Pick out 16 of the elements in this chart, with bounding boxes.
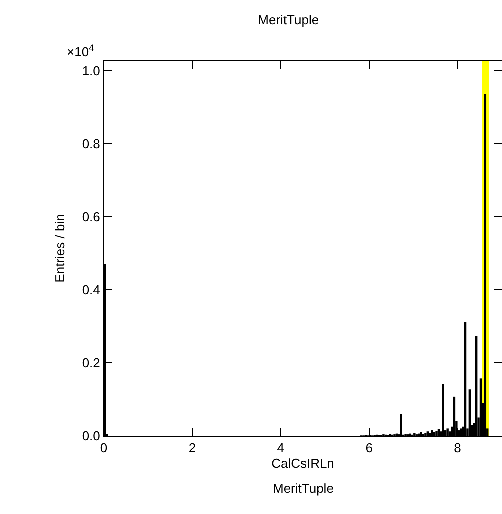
chart-title: MeritTuple [258, 12, 320, 28]
x-tick-label: 2 [188, 440, 196, 456]
text: ×10$^{4}$ [67, 43, 94, 60]
x-axis-title: CalCsIRLn [272, 456, 334, 472]
x-tick-label: 6 [366, 440, 373, 456]
y-tick-label: 1.0 [82, 63, 100, 78]
y-tick-label: 0.2 [82, 356, 100, 371]
y-tick-label: 0.0 [82, 428, 100, 444]
x-tick-label: 0 [100, 440, 108, 456]
y-axis-title: Entries / bin [52, 214, 68, 283]
text: MeritTuple [273, 481, 334, 496]
y-tick-label: 0.8 [82, 136, 100, 152]
y-tick-label: 0.6 [82, 209, 100, 224]
x-tick-label: 4 [277, 440, 285, 456]
x-tick-label: 8 [454, 440, 462, 456]
y-tick-label: 0.4 [82, 282, 100, 298]
